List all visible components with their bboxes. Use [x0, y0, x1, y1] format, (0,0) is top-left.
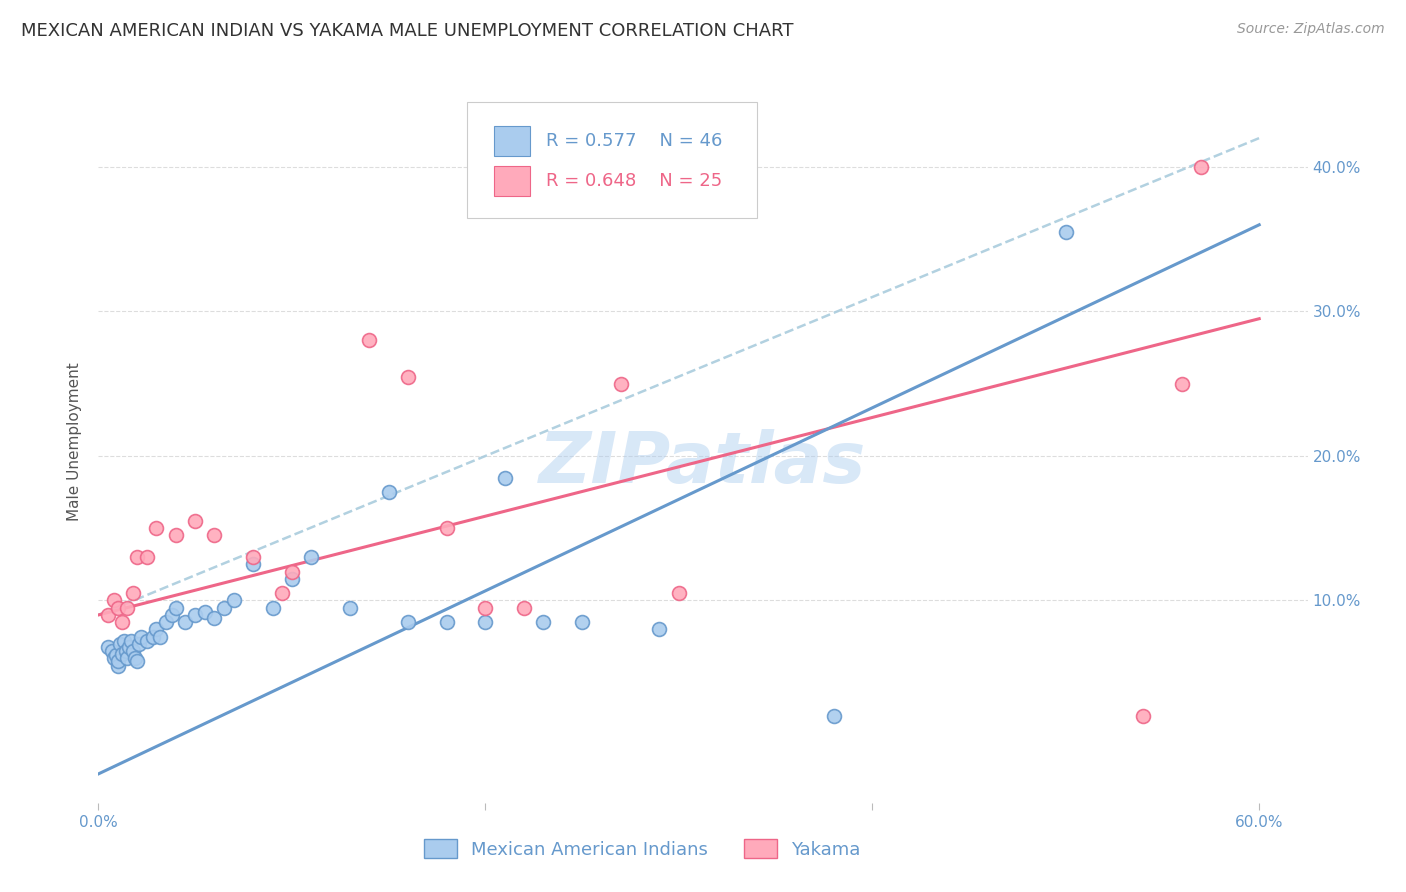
Point: [114, 644, 136, 658]
Point: [103, 593, 125, 607]
Point: [107, 658, 129, 673]
FancyBboxPatch shape: [467, 102, 758, 218]
Point: [1189, 160, 1212, 174]
Point: [377, 485, 399, 500]
FancyBboxPatch shape: [494, 126, 530, 156]
Point: [97, 607, 120, 622]
Point: [108, 637, 131, 651]
Point: [155, 615, 177, 630]
Point: [165, 528, 187, 542]
Point: [124, 651, 146, 665]
Point: [129, 630, 152, 644]
Point: [281, 565, 304, 579]
Point: [396, 615, 419, 630]
Point: [127, 654, 149, 668]
Point: [281, 572, 304, 586]
Point: [165, 600, 187, 615]
Point: [184, 514, 207, 528]
Point: [610, 376, 633, 391]
Point: [97, 640, 120, 654]
Point: [160, 607, 183, 622]
Point: [204, 528, 226, 542]
Point: [117, 651, 139, 665]
Text: Source: ZipAtlas.com: Source: ZipAtlas.com: [1237, 22, 1385, 37]
Text: R = 0.648    N = 25: R = 0.648 N = 25: [546, 172, 723, 190]
Point: [120, 634, 142, 648]
Point: [396, 369, 419, 384]
Text: R = 0.577    N = 46: R = 0.577 N = 46: [546, 132, 723, 150]
Text: ZIPatlas: ZIPatlas: [540, 429, 866, 498]
Point: [145, 521, 167, 535]
Point: [174, 615, 197, 630]
Point: [212, 600, 235, 615]
Point: [1054, 225, 1077, 239]
Point: [145, 623, 167, 637]
Point: [122, 586, 145, 600]
Point: [531, 615, 554, 630]
Point: [242, 558, 264, 572]
Point: [222, 593, 245, 607]
Point: [107, 600, 129, 615]
Point: [107, 654, 129, 668]
Point: [436, 615, 458, 630]
Point: [122, 644, 145, 658]
Point: [668, 586, 690, 600]
Point: [1132, 709, 1154, 723]
Point: [149, 630, 172, 644]
Point: [135, 634, 157, 648]
FancyBboxPatch shape: [494, 166, 530, 196]
Point: [494, 471, 516, 485]
Point: [262, 600, 284, 615]
Point: [184, 607, 207, 622]
Point: [135, 550, 157, 565]
Point: [111, 647, 134, 661]
Point: [823, 709, 845, 723]
Point: [339, 600, 361, 615]
Point: [359, 334, 381, 348]
Point: [128, 637, 150, 651]
Point: [436, 521, 458, 535]
Point: [513, 600, 536, 615]
Point: [474, 600, 496, 615]
Point: [142, 630, 165, 644]
Point: [271, 586, 294, 600]
Point: [117, 600, 139, 615]
Point: [242, 550, 264, 565]
Point: [299, 550, 322, 565]
Point: [194, 605, 217, 619]
Point: [474, 615, 496, 630]
Legend: Mexican American Indians, Yakama: Mexican American Indians, Yakama: [418, 832, 868, 866]
Point: [112, 634, 135, 648]
Point: [648, 623, 671, 637]
Point: [204, 611, 226, 625]
Point: [111, 615, 134, 630]
Point: [1171, 376, 1194, 391]
Point: [118, 640, 141, 654]
Point: [571, 615, 593, 630]
Point: [103, 651, 125, 665]
Point: [104, 648, 127, 663]
Point: [101, 644, 124, 658]
Y-axis label: Male Unemployment: Male Unemployment: [67, 362, 83, 521]
Point: [127, 550, 149, 565]
Text: MEXICAN AMERICAN INDIAN VS YAKAMA MALE UNEMPLOYMENT CORRELATION CHART: MEXICAN AMERICAN INDIAN VS YAKAMA MALE U…: [21, 22, 793, 40]
